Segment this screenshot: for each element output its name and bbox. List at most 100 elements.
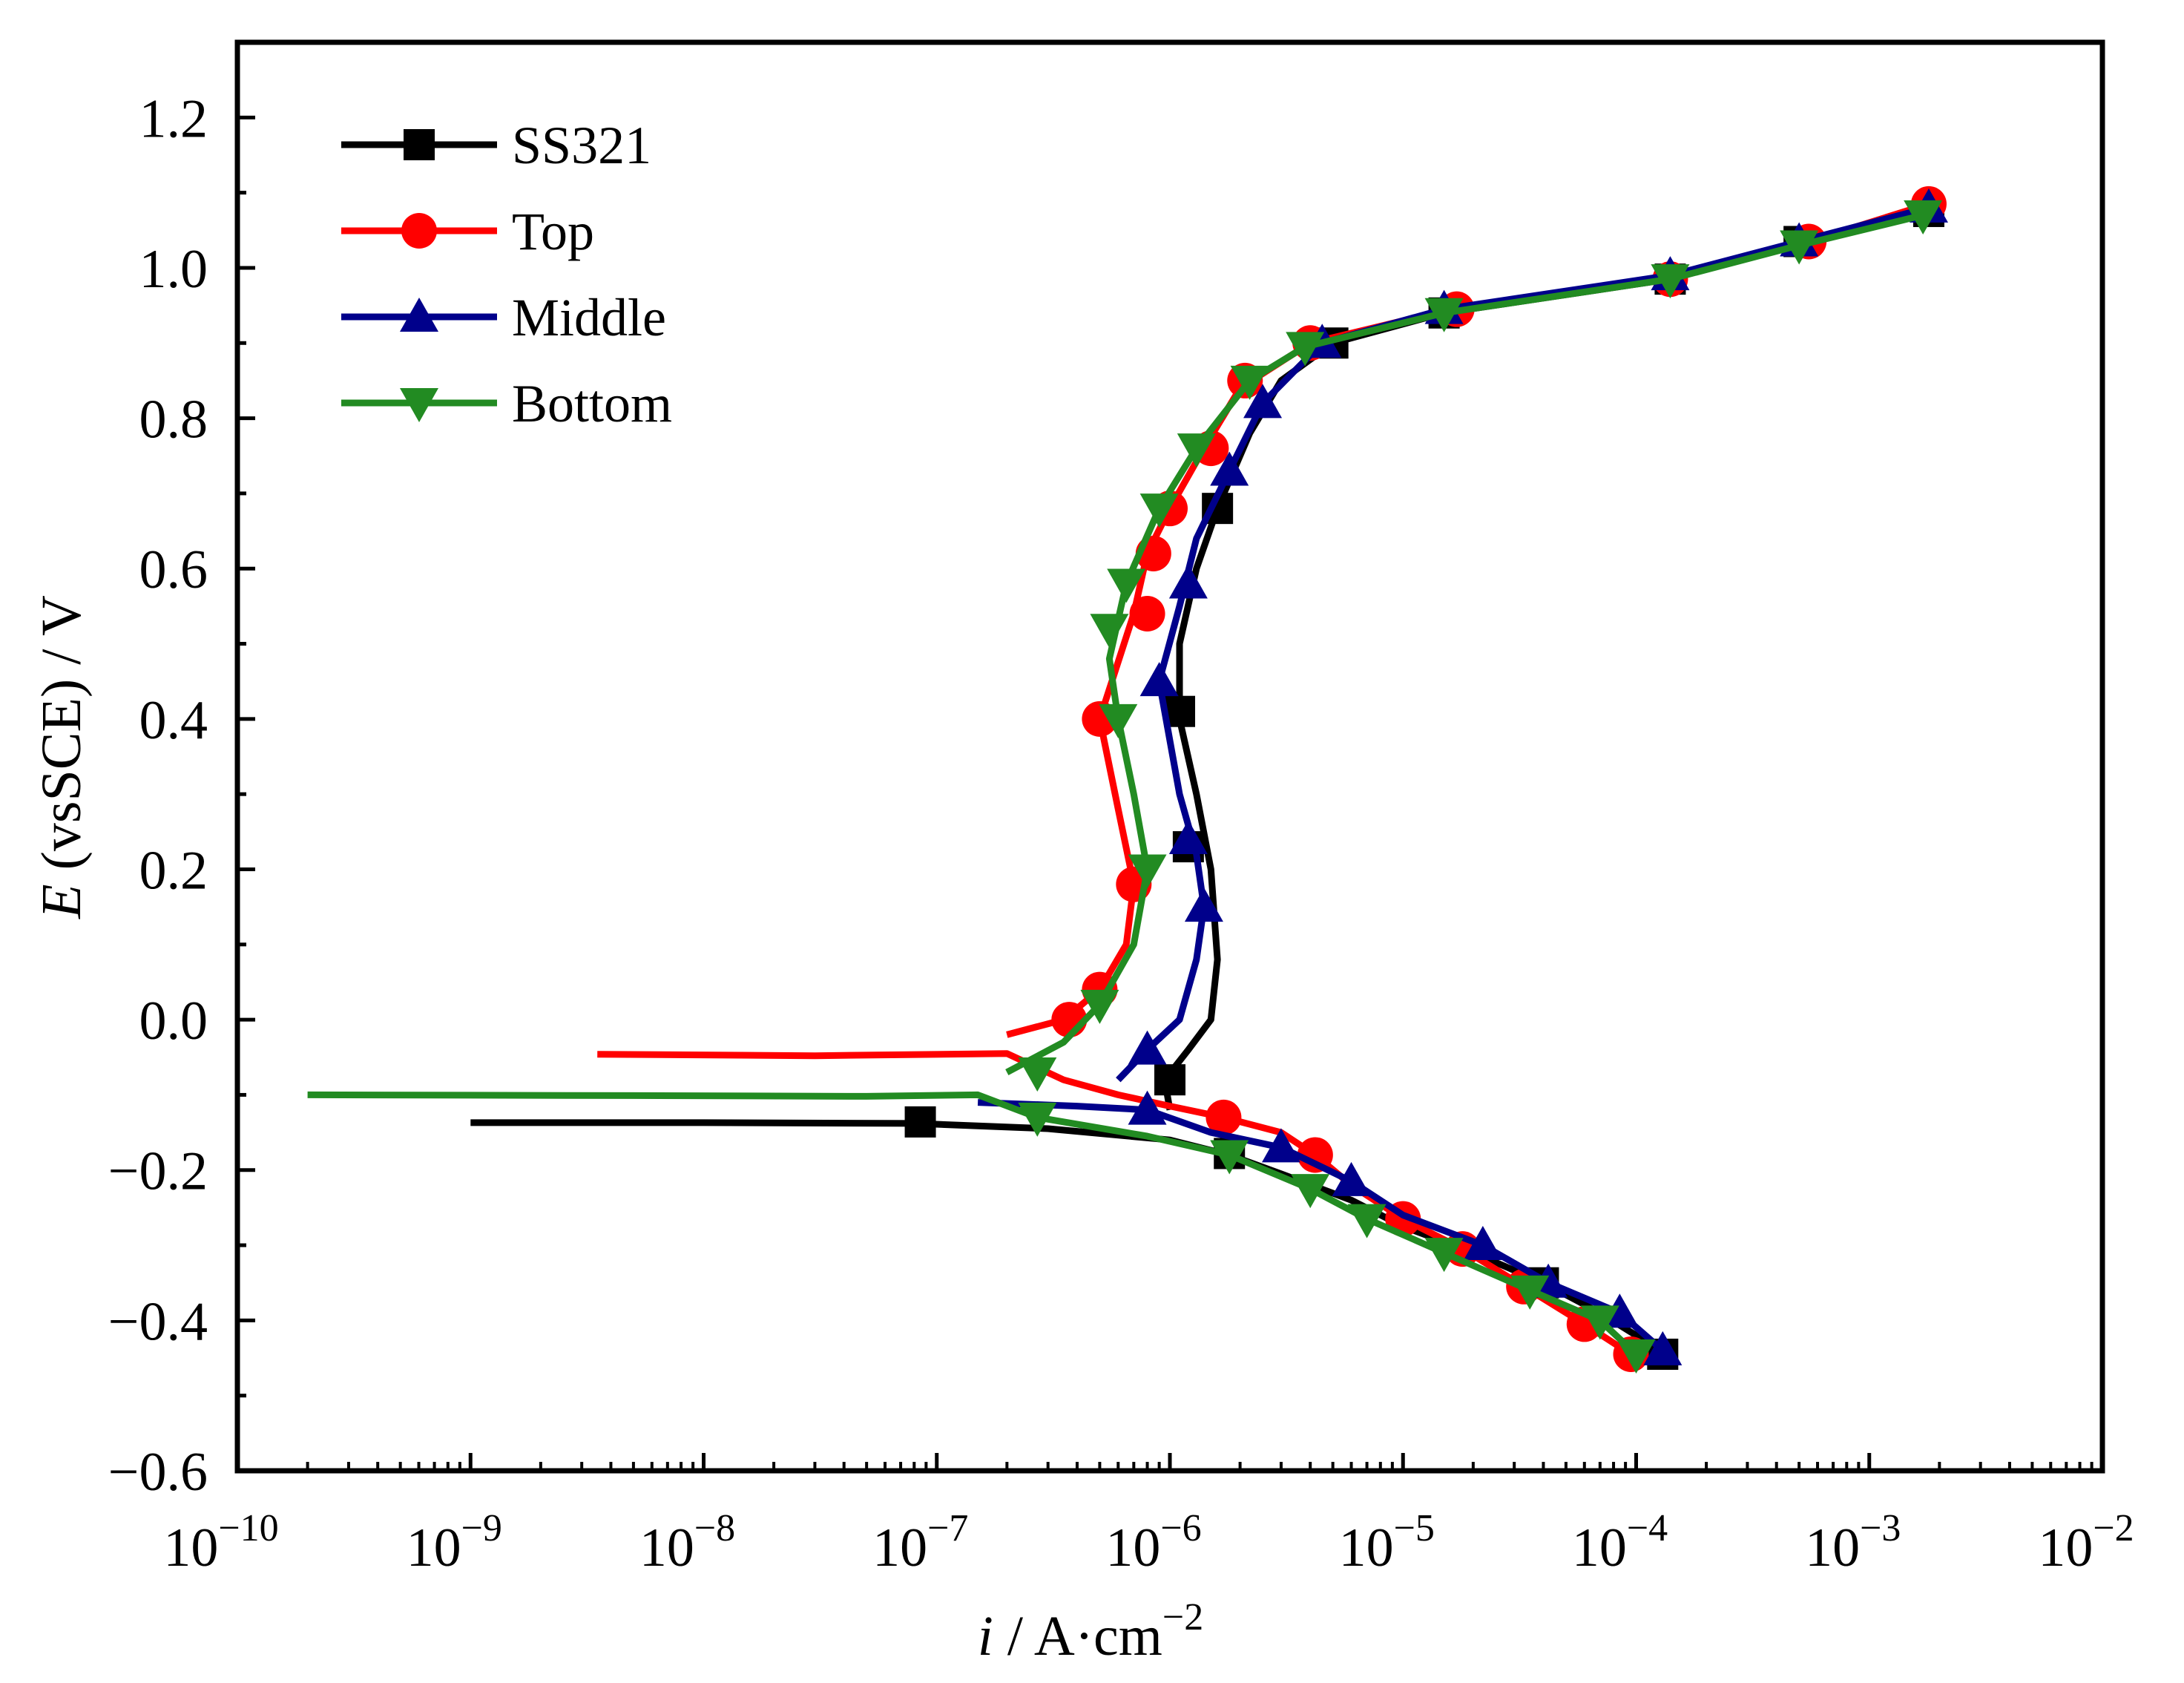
legend-marker (400, 388, 438, 422)
data-point (1177, 433, 1216, 468)
series-layer (307, 186, 1948, 1374)
data-point (1332, 1161, 1371, 1196)
x-tick-label: 10−7 (872, 1507, 968, 1578)
data-point (1463, 1226, 1502, 1261)
data-point (1168, 819, 1208, 854)
legend-marker (404, 129, 435, 160)
legend-label: SS321 (512, 116, 651, 175)
data-point (1090, 614, 1129, 649)
legend-label: Middle (512, 288, 666, 347)
legend: SS321 Top Middle Bottom (341, 116, 672, 433)
data-point (1580, 1305, 1619, 1340)
y-tick-label: 0.4 (139, 690, 208, 751)
data-point (1154, 1064, 1185, 1096)
data-point (1424, 1238, 1464, 1273)
x-tick-base: 10 (639, 1518, 694, 1578)
x-axis-title: i / A·cm−2 (978, 1596, 1203, 1667)
data-point (1206, 1099, 1242, 1135)
data-point (1643, 1331, 1683, 1365)
data-point (1099, 703, 1138, 738)
x-tick-labels: 10−10 10−9 10−8 10−7 10−6 10−5 10−4 10−3 10−2 (163, 1507, 2134, 1578)
x-tick-label: 10−5 (1339, 1507, 1435, 1578)
data-point (1128, 1030, 1167, 1065)
y-axis-title: E (vsSCE) / V (30, 595, 93, 919)
legend-item: Bottom (341, 374, 672, 433)
data-point (1291, 1174, 1330, 1209)
x-tick-exponent: −4 (1627, 1507, 1668, 1549)
data-point (1424, 298, 1464, 332)
data-point (1128, 1090, 1167, 1125)
data-point (1168, 564, 1208, 599)
data-point (1080, 989, 1119, 1024)
y-tick-label: 0.6 (139, 539, 208, 600)
data-point (1780, 230, 1819, 265)
data-point (1297, 1137, 1333, 1173)
x-tick-label: 10−3 (1805, 1507, 1901, 1578)
y-tick-label: −0.6 (108, 1442, 208, 1503)
x-tick-label: 10−9 (407, 1507, 502, 1578)
data-point (1210, 1140, 1249, 1175)
data-point (1286, 332, 1325, 367)
x-tick-base: 10 (1105, 1518, 1160, 1578)
x-tick-exponent: −8 (694, 1507, 735, 1549)
x-tick-base: 10 (1572, 1518, 1627, 1578)
x-axis-title-exponent: −2 (1162, 1596, 1203, 1638)
x-axis-title-symbol: i (978, 1605, 993, 1667)
data-point (1651, 264, 1690, 299)
x-tick-base: 10 (1339, 1518, 1394, 1578)
legend-label: Bottom (512, 374, 672, 433)
y-tick-label: 0.2 (139, 840, 208, 901)
legend-item: Middle (341, 288, 666, 347)
y-tick-label: −0.2 (108, 1141, 208, 1202)
y-axis-title-symbol: E (30, 884, 93, 919)
legend-marker (401, 213, 437, 249)
x-axis-title-unit: / A·cm (993, 1605, 1162, 1667)
y-tick-label: 1.2 (139, 88, 208, 149)
y-tick-label: 1.0 (139, 239, 208, 300)
x-tick-label: 10−4 (1572, 1507, 1668, 1578)
data-point (1129, 596, 1165, 631)
data-point (1347, 1204, 1387, 1239)
y-tick-label: 0.8 (139, 390, 208, 450)
x-tick-base: 10 (872, 1518, 927, 1578)
legend-item: Top (341, 202, 594, 261)
x-tick-label: 10−8 (639, 1507, 735, 1578)
x-tick-exponent: −10 (218, 1507, 278, 1549)
data-point (1210, 451, 1249, 486)
plot-frame (234, 39, 2105, 1474)
data-point (1230, 365, 1269, 400)
y-tick-label: −0.4 (108, 1291, 208, 1352)
legend-item: SS321 (341, 116, 651, 175)
data-point (1139, 662, 1179, 697)
legend-marker (400, 298, 438, 332)
x-tick-label: 10−10 (163, 1507, 278, 1578)
y-axis-title-unit: (vsSCE) / V (30, 595, 93, 884)
data-point (1107, 568, 1146, 603)
data-point (1018, 1102, 1057, 1137)
x-tick-base: 10 (163, 1518, 218, 1578)
x-tick-base: 10 (407, 1518, 461, 1578)
series-line-anodic (1116, 204, 1930, 1083)
legend-label: Top (512, 202, 594, 261)
y-tick-label: 0.0 (139, 991, 208, 1052)
x-tick-exponent: −9 (461, 1507, 502, 1549)
x-tick-exponent: −6 (1160, 1507, 1201, 1549)
data-point (1139, 493, 1179, 528)
data-point (1243, 384, 1283, 419)
data-point (1018, 1057, 1057, 1092)
data-point (904, 1106, 936, 1138)
data-point (1904, 200, 1943, 235)
data-point (1616, 1339, 1656, 1374)
y-tick-labels: −0.6 −0.4 −0.2 0.0 0.2 0.4 0.6 0.8 1.0 1.2 (108, 88, 208, 1503)
x-tick-label: 10−6 (1105, 1507, 1201, 1578)
data-point (1261, 1128, 1300, 1163)
data-point (1510, 1275, 1550, 1310)
data-point (1128, 854, 1167, 889)
x-tick-exponent: −2 (2093, 1507, 2134, 1549)
x-tick-exponent: −3 (1860, 1507, 1901, 1549)
x-tick-exponent: −7 (927, 1507, 968, 1549)
x-tick-base: 10 (1805, 1518, 1860, 1578)
x-tick-label: 10−2 (2038, 1507, 2134, 1578)
